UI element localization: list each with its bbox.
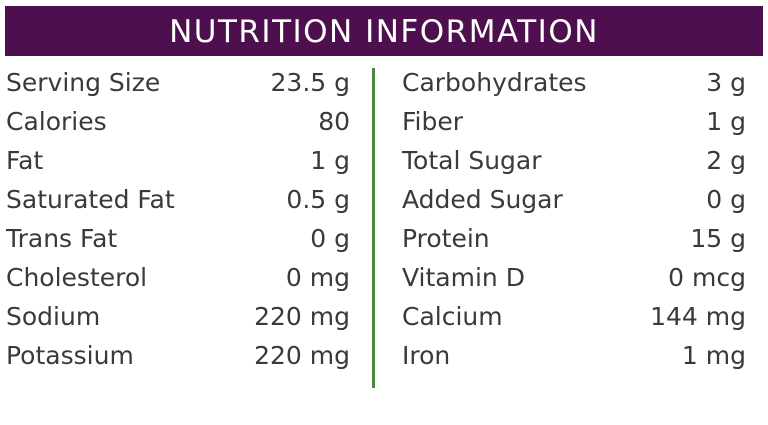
nutrient-name: Cholesterol [6, 263, 148, 292]
nutrient-amount: 80 [318, 107, 350, 136]
nutrient-amount: 0 g [310, 224, 350, 253]
nutrient-amount: 15 g [690, 224, 746, 253]
nutrient-row: Calcium 144 mg [402, 297, 746, 336]
nutrient-name: Calcium [402, 302, 503, 331]
nutrient-name: Serving Size [6, 68, 161, 97]
nutrient-row: Cholesterol 0 mg [6, 258, 350, 297]
nutrient-amount: 0 mcg [668, 263, 746, 292]
nutrient-amount: 1 mg [681, 341, 746, 370]
nutrient-row: Iron 1 mg [402, 336, 746, 375]
nutrient-name: Vitamin D [402, 263, 525, 292]
nutrient-amount: 220 mg [254, 302, 350, 331]
nutrient-name: Fiber [402, 107, 464, 136]
nutrient-name: Trans Fat [6, 224, 118, 253]
nutrient-name: Potassium [6, 341, 134, 370]
nutrient-row: Calories 80 [6, 102, 350, 141]
nutrient-amount: 0 mg [285, 263, 350, 292]
nutrient-amount: 3 g [706, 68, 746, 97]
nutrient-name: Calories [6, 107, 107, 136]
nutrient-name: Protein [402, 224, 490, 253]
nutrient-name: Saturated Fat [6, 185, 175, 214]
nutrient-row: Vitamin D 0 mcg [402, 258, 746, 297]
nutrient-row: Trans Fat 0 g [6, 219, 350, 258]
nutrient-name: Iron [402, 341, 451, 370]
nutrient-amount: 23.5 g [270, 68, 350, 97]
nutrient-row: Sodium 220 mg [6, 297, 350, 336]
nutrient-name: Carbohydrates [402, 68, 587, 97]
nutrient-amount: 144 mg [650, 302, 746, 331]
nutrient-name: Added Sugar [402, 185, 563, 214]
nutrient-row: Added Sugar 0 g [402, 180, 746, 219]
nutrient-amount: 220 mg [254, 341, 350, 370]
left-column: Serving Size 23.5 g Calories 80 Fat 1 g Satura… [6, 63, 350, 375]
nutrient-row: Fiber 1 g [402, 102, 746, 141]
nutrient-amount: 1 g [310, 146, 350, 175]
nutrient-amount: 0.5 g [286, 185, 350, 214]
right-column: Carbohydrates 3 g Fiber 1 g Total Sugar 2 g Ad… [402, 63, 746, 375]
nutrient-name: Sodium [6, 302, 101, 331]
nutrient-name: Total Sugar [402, 146, 542, 175]
nutrient-row: Fat 1 g [6, 141, 350, 180]
header-title: NUTRITION INFORMATION [5, 6, 763, 56]
nutrient-amount: 1 g [706, 107, 746, 136]
nutrient-row: Serving Size 23.5 g [6, 63, 350, 102]
nutrient-row: Carbohydrates 3 g [402, 63, 746, 102]
nutrient-name: Fat [6, 146, 44, 175]
nutrient-amount: 0 g [706, 185, 746, 214]
nutrient-amount: 2 g [706, 146, 746, 175]
nutrient-row: Saturated Fat 0.5 g [6, 180, 350, 219]
divider [372, 68, 375, 388]
nutrient-row: Total Sugar 2 g [402, 141, 746, 180]
nutrient-row: Potassium 220 mg [6, 336, 350, 375]
nutrient-row: Protein 15 g [402, 219, 746, 258]
